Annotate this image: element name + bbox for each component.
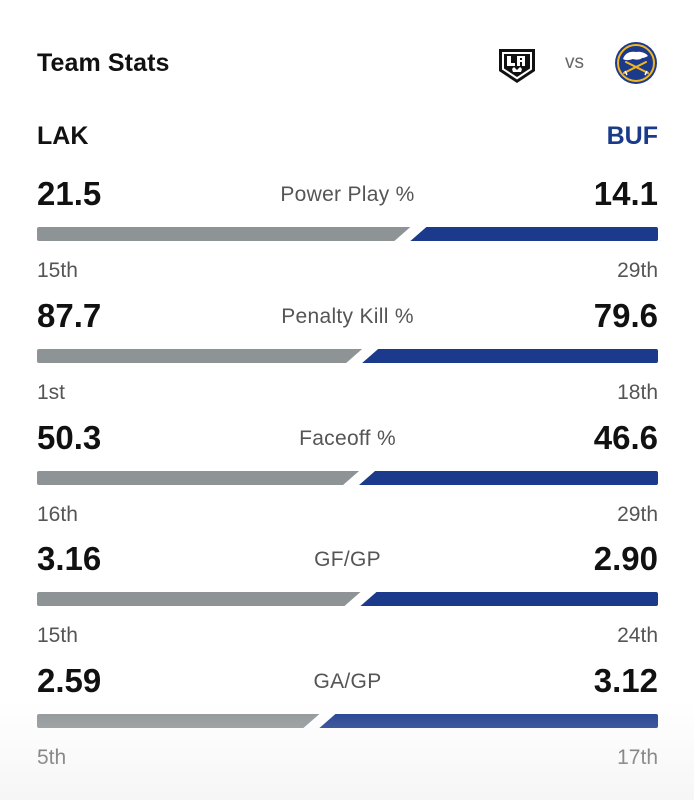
stat-label: Penalty Kill % — [281, 305, 414, 328]
home-stat-bar — [37, 471, 360, 485]
away-team-abbr: BUF — [606, 121, 658, 150]
matchup-logos: vs — [495, 41, 658, 85]
away-stat-bar — [319, 714, 658, 728]
comparison-bar — [37, 714, 658, 728]
stat-label: Faceoff % — [299, 427, 396, 450]
stat-values: Faceoff % 50.3 46.6 — [37, 419, 658, 459]
home-stat-value: 21.5 — [37, 175, 102, 212]
home-league-rank: 1st — [37, 381, 66, 404]
comparison-bar — [37, 227, 658, 241]
home-stat-value: 50.3 — [37, 419, 102, 456]
away-stat-bar — [410, 227, 658, 241]
away-stat-bar — [362, 349, 658, 363]
comparison-bar-graphic — [37, 349, 658, 363]
away-stat-value: 2.90 — [593, 540, 658, 577]
buffalo-sabres-logo-icon — [615, 42, 657, 84]
home-league-rank: 16th — [37, 503, 78, 526]
away-league-rank: 29th — [617, 503, 658, 526]
comparison-bar — [37, 471, 658, 485]
comparison-bar-graphic — [37, 471, 658, 485]
away-stat-bar — [360, 592, 658, 606]
home-stat-bar — [37, 714, 320, 728]
stat-label: GA/GP — [313, 670, 382, 693]
away-stat-bar — [359, 471, 658, 485]
stats-header: Team Stats vs — [37, 38, 658, 88]
home-team-abbr: LAK — [37, 121, 89, 150]
stat-row: Power Play % 21.5 14.1 15th 29th — [37, 175, 658, 285]
away-stat-value: 46.6 — [593, 419, 658, 456]
home-stat-bar — [37, 592, 361, 606]
home-stat-value: 2.59 — [37, 662, 102, 699]
away-stat-value: 14.1 — [593, 175, 658, 212]
home-stat-value: 87.7 — [37, 297, 102, 334]
stat-label: GF/GP — [314, 548, 381, 571]
away-league-rank: 29th — [617, 259, 658, 282]
stat-label: Power Play % — [280, 183, 415, 206]
away-league-rank: 24th — [617, 624, 658, 647]
stat-row: GF/GP 3.16 2.90 15th 24th — [37, 540, 658, 650]
comparison-bar-graphic — [37, 592, 658, 606]
teams-row: LAK BUF — [37, 120, 658, 152]
away-league-rank: 17th — [617, 746, 658, 769]
stat-row: GA/GP 2.59 3.12 5th 17th — [37, 662, 658, 772]
stat-values: GF/GP 3.16 2.90 — [37, 540, 658, 580]
stat-row: Penalty Kill % 87.7 79.6 1st 18th — [37, 297, 658, 407]
comparison-bar-graphic — [37, 227, 658, 241]
page-title: Team Stats — [37, 48, 170, 77]
stat-values: Penalty Kill % 87.7 79.6 — [37, 297, 658, 337]
home-league-rank: 5th — [37, 746, 67, 769]
home-stat-bar — [37, 349, 363, 363]
home-stat-bar — [37, 227, 411, 241]
comparison-bar-graphic — [37, 714, 658, 728]
home-league-rank: 15th — [37, 624, 78, 647]
home-league-rank: 15th — [37, 259, 78, 282]
away-stat-value: 3.12 — [593, 662, 658, 699]
la-kings-logo-icon — [499, 49, 535, 83]
comparison-bar — [37, 592, 658, 606]
vs-label: vs — [565, 52, 584, 73]
stat-row: Faceoff % 50.3 46.6 16th 29th — [37, 419, 658, 529]
stat-values: GA/GP 2.59 3.12 — [37, 662, 658, 702]
away-stat-value: 79.6 — [593, 297, 658, 334]
away-league-rank: 18th — [617, 381, 658, 404]
stat-values: Power Play % 21.5 14.1 — [37, 175, 658, 215]
comparison-bar — [37, 349, 658, 363]
home-stat-value: 3.16 — [37, 540, 102, 577]
